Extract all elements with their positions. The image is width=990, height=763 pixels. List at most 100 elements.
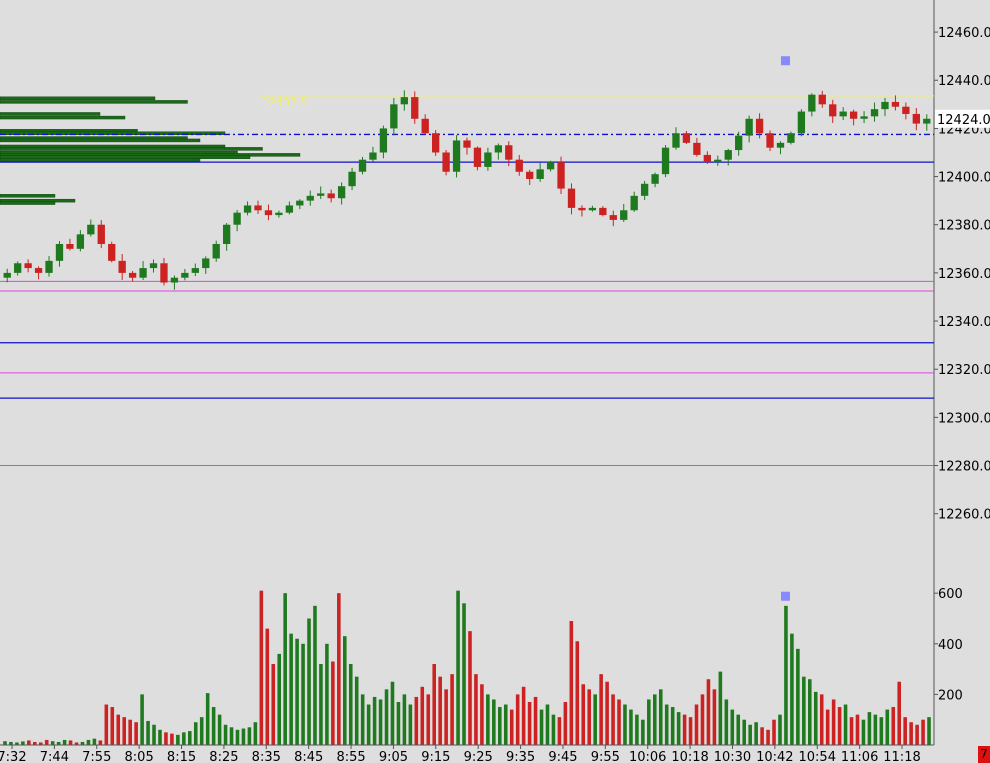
candle-body (45, 260, 53, 273)
candle-body (358, 159, 367, 172)
volume-bar (325, 643, 329, 745)
candle-body (400, 97, 408, 105)
volume-bar (498, 707, 502, 745)
candle-body (640, 183, 649, 196)
candle-body (526, 171, 534, 179)
volume-bar (235, 729, 240, 745)
candle-body (902, 106, 910, 114)
candle-body (202, 258, 210, 269)
volume-bar (700, 694, 705, 745)
candle-body (24, 263, 32, 269)
volume-bar (414, 696, 419, 745)
volume-bar (56, 741, 61, 745)
price-tick-label: 12320.0 (938, 363, 990, 378)
candle-body (505, 145, 513, 160)
time-tick-label: 11:18 (883, 750, 920, 763)
volume-bar (742, 719, 746, 745)
volume-bar (420, 686, 425, 745)
volume-bar (134, 722, 138, 745)
candle-body (860, 116, 868, 119)
volume-bar (390, 681, 395, 745)
volume-bar (790, 633, 794, 745)
candle-body (306, 195, 314, 201)
volume-bar (897, 681, 901, 745)
time-tick-label: 9:15 (421, 750, 450, 763)
volume-bar (122, 717, 126, 745)
volume-bar (903, 717, 907, 745)
volume-bar (527, 701, 532, 745)
volume-bar (915, 724, 919, 745)
volume-bar (110, 707, 115, 745)
volume-bar (188, 731, 192, 745)
candle-body (567, 188, 576, 208)
volume-bar (21, 741, 25, 745)
volume-bar (831, 699, 836, 745)
volume-bar (158, 729, 162, 745)
level-annotation-label: 12433.5 (262, 96, 308, 109)
time-tick-label: 8:05 (125, 750, 154, 763)
candle-body (682, 133, 691, 143)
volume-bar (837, 707, 842, 745)
volume-bar (450, 674, 454, 745)
candle-body (348, 171, 356, 187)
volume-bar (772, 719, 776, 745)
candle-body (818, 94, 826, 105)
time-tick-label: 8:45 (294, 750, 323, 763)
volume-bar (617, 699, 621, 745)
candle-body (431, 133, 440, 153)
volume-bar (301, 643, 305, 745)
time-tick-label: 7:32 (0, 750, 27, 763)
price-tick-label: 12400.0 (938, 171, 990, 186)
volume-bar (241, 728, 246, 745)
volume-bar (68, 740, 73, 745)
candle-body (275, 212, 283, 216)
candle-body (379, 128, 388, 153)
volume-bar (50, 741, 55, 745)
volume-bar (647, 699, 651, 745)
volume-profile-bar (0, 201, 56, 205)
candle-body (724, 150, 732, 160)
volume-bar (199, 717, 204, 745)
candle-body (170, 277, 179, 283)
volume-bar (259, 590, 264, 745)
candle-body (923, 118, 931, 124)
volume-bar (128, 719, 132, 745)
volume-bar (182, 732, 186, 745)
volume-bar (653, 694, 657, 745)
candle-body (473, 147, 482, 167)
time-tick-label: 10:54 (799, 750, 836, 763)
volume-bar (33, 741, 37, 745)
candle-body (578, 207, 586, 211)
candle-body (620, 210, 628, 220)
volume-bar (658, 689, 663, 745)
candle-body (557, 162, 565, 189)
volume-bar (605, 681, 609, 745)
volume-bar (623, 704, 627, 745)
volume-bar (378, 699, 383, 745)
volume-bar (748, 724, 752, 745)
candle-body (714, 159, 722, 163)
candle-body (181, 272, 189, 278)
time-tick-label: 9:55 (591, 750, 620, 763)
candle-body (3, 272, 11, 278)
volume-bar (146, 720, 150, 745)
candle-body (839, 111, 847, 117)
candle-body (494, 145, 503, 153)
volume-profile-bar (0, 100, 188, 104)
candle-body (87, 224, 95, 235)
last-price-box (935, 109, 990, 128)
volume-bar (664, 704, 669, 745)
volume-bar (808, 679, 812, 745)
volume-bar (641, 719, 645, 745)
volume-bar (104, 704, 109, 745)
volume-tick-label: 200 (938, 688, 963, 703)
volume-bar (611, 694, 615, 745)
volume-bar (462, 603, 466, 745)
candle-body (735, 135, 743, 151)
candle-body (66, 243, 74, 249)
time-tick-label: 10:42 (756, 750, 793, 763)
volume-profile-bar (0, 194, 56, 198)
volume-bar (170, 733, 174, 745)
candle-body (787, 133, 795, 143)
